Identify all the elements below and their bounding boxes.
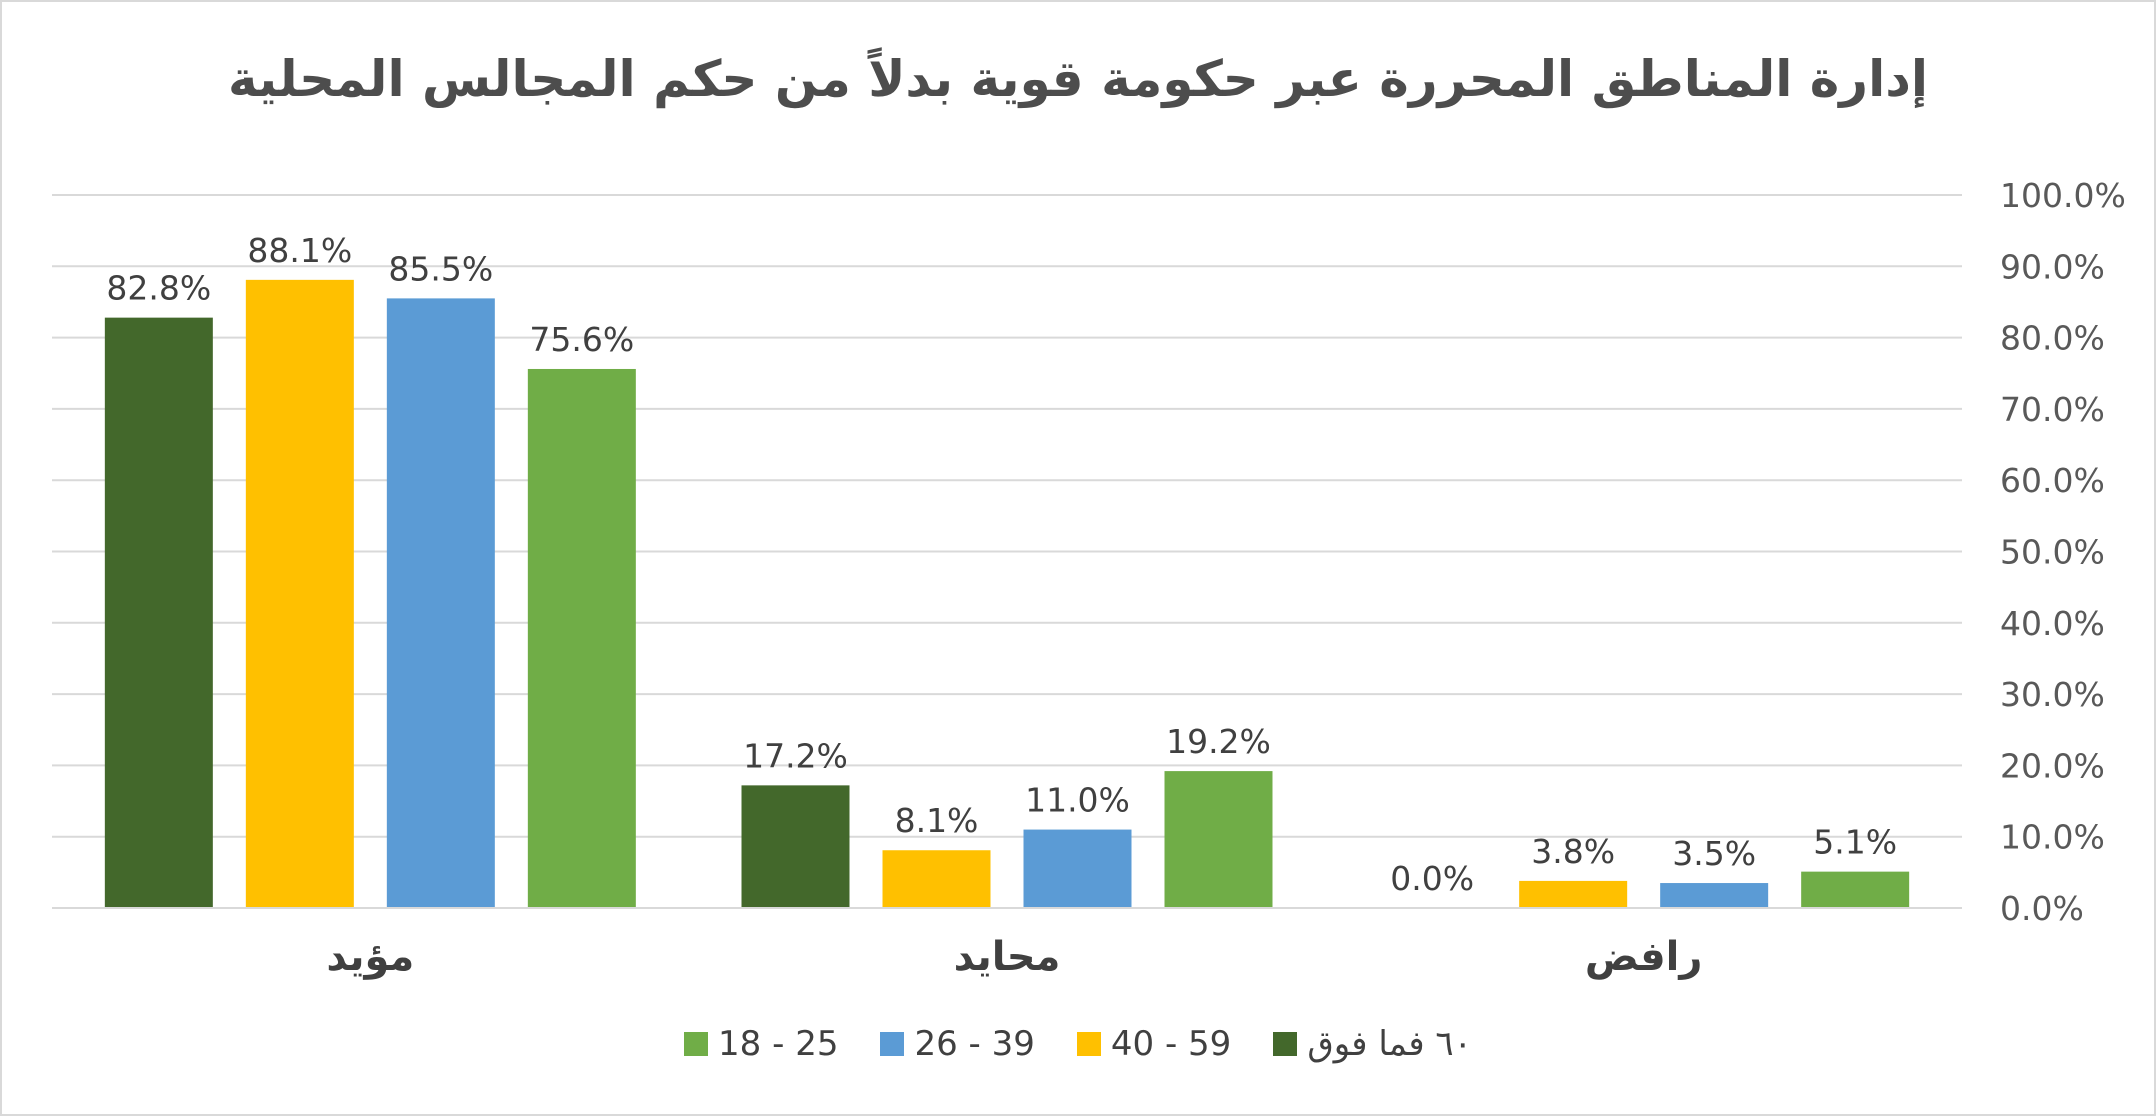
category-label: مؤيد xyxy=(326,934,414,980)
y-tick-label: 70.0% xyxy=(2000,390,2105,429)
data-label: 82.8% xyxy=(106,269,211,308)
legend-item: 26 - 39 xyxy=(880,1024,1035,1064)
bar xyxy=(1519,880,1628,908)
legend-swatch xyxy=(684,1032,709,1056)
data-label: 0.0% xyxy=(1390,859,1474,898)
y-tick-label: 90.0% xyxy=(2000,247,2105,286)
bar xyxy=(386,298,495,908)
data-label: 19.2% xyxy=(1166,722,1271,761)
legend-swatch xyxy=(1273,1032,1298,1056)
legend-item: 40 - 59 xyxy=(1076,1024,1232,1064)
y-tick-label: 30.0% xyxy=(2000,675,2105,714)
data-label: 85.5% xyxy=(388,249,493,288)
y-tick-label: 10.0% xyxy=(2000,818,2105,857)
data-label: 8.1% xyxy=(895,801,979,840)
data-label: 11.0% xyxy=(1025,781,1130,820)
legend-label: ٦٠ فما فوق xyxy=(1307,1024,1472,1064)
bar xyxy=(741,785,850,908)
y-tick-label: 0.0% xyxy=(2000,889,2084,928)
legend-label: 26 - 39 xyxy=(914,1024,1035,1064)
y-tick-label: 100.0% xyxy=(2000,176,2126,215)
y-tick-label: 60.0% xyxy=(2000,461,2105,500)
legend-item: 18 - 25 xyxy=(684,1024,838,1064)
bar xyxy=(104,317,213,908)
bar xyxy=(1660,883,1769,908)
data-label: 17.2% xyxy=(743,736,848,775)
bar xyxy=(1023,829,1132,908)
category-label: رافض xyxy=(1585,934,1703,980)
legend-item: ٦٠ فما فوق xyxy=(1273,1024,1472,1064)
bar xyxy=(1801,871,1910,908)
bar xyxy=(245,279,354,908)
data-label: 5.1% xyxy=(1813,823,1897,862)
chart-legend: 18 - 25 26 - 39 40 - 59 ٦٠ فما فوق xyxy=(0,1024,2156,1064)
y-tick-label: 20.0% xyxy=(2000,746,2105,785)
legend-label: 40 - 59 xyxy=(1110,1024,1232,1064)
legend-swatch xyxy=(1076,1032,1101,1056)
legend-label: 18 - 25 xyxy=(718,1024,839,1064)
bar xyxy=(882,850,991,908)
bar xyxy=(527,368,636,908)
data-label: 75.6% xyxy=(529,320,634,359)
category-label: محايد xyxy=(954,934,1061,980)
data-label: 88.1% xyxy=(247,231,352,270)
y-tick-label: 40.0% xyxy=(2000,604,2105,643)
chart-title: إدارة المناطق المحررة عبر حكومة قوية بدل… xyxy=(227,50,1929,108)
legend-swatch xyxy=(880,1032,905,1056)
y-tick-label: 50.0% xyxy=(2000,533,2105,572)
data-label: 3.5% xyxy=(1672,834,1756,873)
data-label: 3.8% xyxy=(1531,832,1615,871)
y-tick-label: 80.0% xyxy=(2000,319,2105,358)
bar xyxy=(1164,771,1273,908)
